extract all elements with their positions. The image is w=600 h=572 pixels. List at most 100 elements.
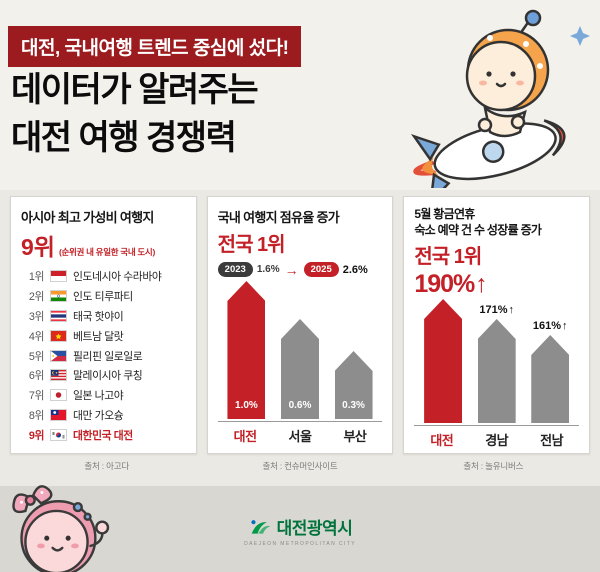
up-arrow-icon: ↑ — [475, 270, 487, 299]
flag-thailand-icon — [50, 309, 67, 322]
ranking-row: 2위 인도 티루파티 — [25, 288, 184, 304]
city-label: 말레이시아 쿠칭 — [73, 370, 143, 383]
headline-rank: 전국 1위 — [414, 246, 482, 269]
rank-label: 8위 — [28, 410, 45, 423]
city-label: 대한민국 대전 — [73, 430, 133, 442]
city-label: 베트남 달랏 — [73, 330, 124, 343]
axis-label-busan: 부산 — [343, 429, 367, 444]
cards-row: 아시아 최고 가성비 여행지 9위 (순위권 내 유일한 국내 도시) 1위 인… — [10, 196, 591, 454]
flag-vietnam-icon — [50, 329, 67, 342]
title-line-1: 데이터가 알려주는 — [11, 71, 259, 109]
source-agoda: 출처 : 아고다 — [84, 461, 129, 471]
flag-india-icon — [50, 289, 67, 302]
year-badge-2025: 2025 — [303, 262, 339, 277]
axis-label-seoul: 서울 — [288, 429, 312, 444]
city-name: 대전광역시 — [276, 519, 353, 538]
ranking-row: 5위 필리핀 일로일로 — [25, 348, 184, 364]
bar-column-gyeongnam: 171%↑ — [477, 304, 516, 423]
rank-number: 9위 — [21, 234, 55, 260]
ranking-row: 1위 인도네시아 수라바야 — [25, 268, 184, 284]
flag-malaysia-icon — [50, 369, 67, 382]
sources-row: 출처 : 아고다 출처 : 컨슈머인사이트 출처 : 놀유니버스 — [10, 460, 590, 472]
bar-gyeongnam — [477, 318, 516, 423]
ranking-row-highlight: 9위 대한민국 대전 — [25, 427, 184, 443]
ranking-row: 3위 태국 핫야이 — [25, 308, 184, 324]
source-consumer-insight: 출처 : 컨슈머인사이트 — [262, 461, 338, 471]
axis-label-jeonnam: 전남 — [540, 432, 564, 448]
right-arrow-icon: → — [284, 261, 299, 278]
bar-value-label: 0.3% — [342, 400, 365, 411]
bar-column-seoul: 0.6% — [281, 319, 319, 419]
year-comparison: 2023 1.6% → 2025 2.6% — [217, 261, 383, 278]
rank-note: (순위권 내 유일한 국내 도시) — [58, 247, 155, 257]
flag-japan-icon — [50, 389, 67, 402]
title-line-2: 대전 여행 경쟁력 — [11, 119, 237, 158]
axis-label-daejeon: 대전 — [430, 432, 454, 448]
axis-label-daejeon: 대전 — [233, 429, 257, 444]
bar-daejeon: 1.0% — [227, 281, 266, 419]
card-title: 국내 여행지 점유율 증가 — [217, 210, 340, 225]
rank-label: 3위 — [28, 310, 45, 323]
bar-value-text: 161% — [532, 319, 562, 332]
city-label: 태국 핫야이 — [73, 310, 124, 323]
city-name-english: DAEJEON METROPOLITAN CITY — [244, 541, 356, 547]
share-growth-card: 국내 여행지 점유율 증가 전국 1위 2023 1.6% → 2025 2.6… — [206, 196, 394, 454]
rank-label: 2위 — [28, 290, 45, 303]
axis-label-gyeongnam: 경남 — [485, 432, 509, 448]
header-banner: 대전, 국내여행 트렌드 중심에 섰다! — [8, 26, 302, 67]
rank-label: 5위 — [28, 350, 45, 363]
share-bar-chart: 1.0% 0.6% 0.3% — [218, 277, 383, 419]
up-arrow-icon: ↑ — [562, 319, 568, 332]
share-2025-value: 2.6% — [342, 263, 368, 276]
daejeon-city-logo: 대전광역시 DAEJEON METROPOLITAN CITY — [244, 514, 356, 547]
city-label: 인도네시아 수라바야 — [73, 271, 162, 283]
flag-philippines-icon — [50, 349, 67, 362]
year-badge-2023: 2023 — [217, 262, 253, 277]
card-title: 5월 황금연휴 숙소 예약 건 수 성장률 증가 — [414, 207, 579, 238]
daejeon-logo-mark — [250, 519, 270, 534]
ranking-row: 7위 일본 나고야 — [25, 387, 184, 403]
bar-column-daejeon: 1.0% — [227, 281, 266, 419]
x-axis-labels: 대전 경남 전남 — [414, 424, 580, 449]
big-value-text: 190% — [414, 270, 475, 299]
bar-value-label: 1.0% — [235, 400, 258, 411]
card-title: 아시아 최고 가성비 여행지 — [21, 210, 154, 225]
ranking-row: 4위 베트남 달랏 — [25, 328, 184, 344]
rank-label: 4위 — [28, 330, 45, 343]
bar-daejeon — [424, 298, 463, 423]
city-label: 필리핀 일로일로 — [73, 350, 143, 363]
pink-mascot-illustration — [12, 485, 110, 572]
bar-value-text: 171% — [479, 303, 508, 316]
flag-taiwan-icon — [50, 409, 67, 422]
ranking-row: 8위 대만 가오슝 — [25, 407, 184, 423]
rank-label: 7위 — [28, 390, 45, 403]
bar-seoul: 0.6% — [281, 319, 319, 419]
main-title: 데이터가 알려주는 대전 여행 경쟁력 — [11, 66, 259, 163]
share-2023-value: 1.6% — [256, 264, 280, 275]
up-arrow-icon: ↑ — [508, 303, 514, 316]
flag-south-korea-icon — [50, 429, 67, 441]
growth-bar-chart: 171%↑ 161%↑ — [414, 298, 579, 423]
ranking-row: 6위 말레이시아 쿠칭 — [25, 367, 184, 383]
ranking-list: 1위 인도네시아 수라바야 2위 인도 티루파티 3위 태국 핫야이 4위 — [21, 268, 186, 445]
headline-rank: 전국 1위 — [217, 234, 286, 256]
banner-text: 대전, 국내여행 트렌드 중심에 섰다! — [21, 38, 289, 59]
bar-column-jeonnam: 161%↑ — [531, 319, 570, 423]
city-label: 대만 가오슝 — [73, 410, 124, 423]
rank-headline: 9위 (순위권 내 유일한 국내 도시) — [21, 228, 186, 262]
bar-value-label: 171%↑ — [479, 304, 514, 316]
flag-indonesia-icon — [50, 270, 67, 282]
card-title-line-1: 5월 황금연휴 — [414, 207, 475, 221]
city-label: 일본 나고야 — [73, 390, 124, 403]
bar-column-daejeon — [424, 298, 463, 423]
bar-column-busan: 0.3% — [334, 351, 373, 419]
booking-growth-card: 5월 황금연휴 숙소 예약 건 수 성장률 증가 전국 1위 190%↑ 171… — [403, 196, 591, 454]
bar-busan: 0.3% — [334, 351, 373, 419]
x-axis-labels: 대전 서울 부산 — [217, 421, 383, 445]
card-title-line-2: 숙소 예약 건 수 성장률 증가 — [414, 222, 542, 237]
mascot-rocket-illustration — [410, 9, 590, 188]
city-label: 인도 티루파티 — [73, 290, 133, 303]
bar-jeonnam — [531, 334, 570, 423]
value-ranking-card: 아시아 최고 가성비 여행지 9위 (순위권 내 유일한 국내 도시) 1위 인… — [10, 196, 197, 454]
